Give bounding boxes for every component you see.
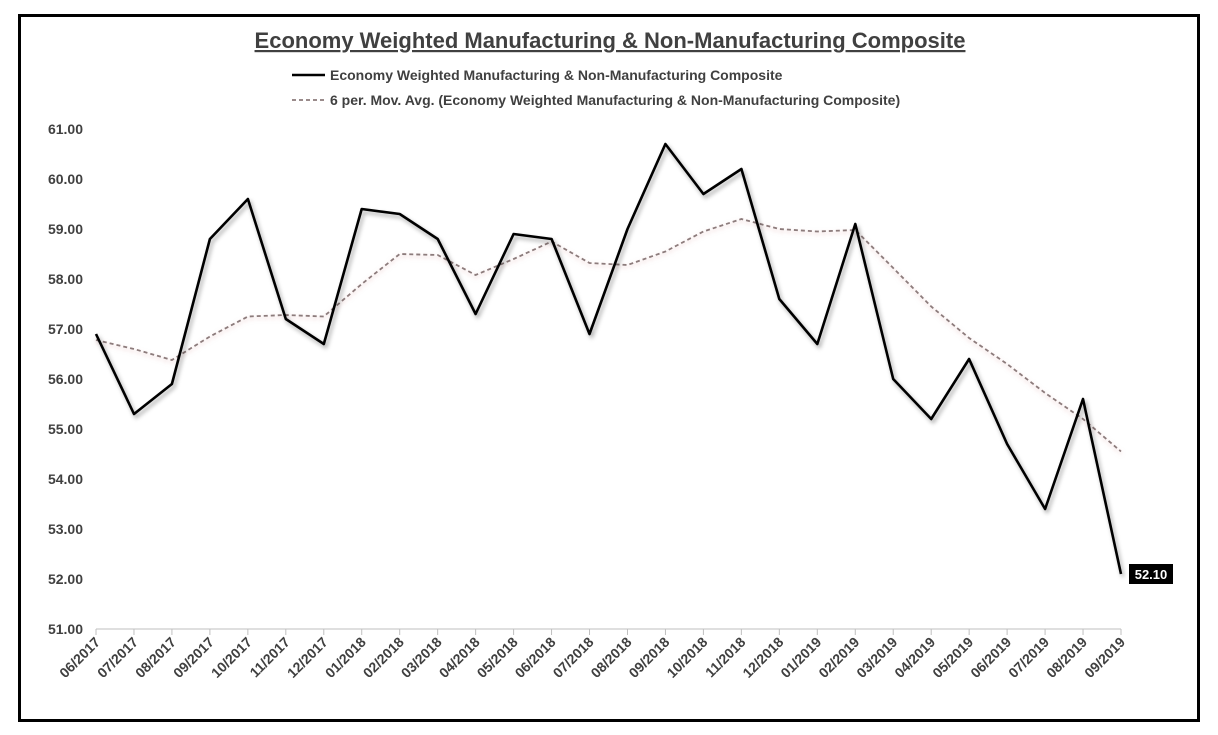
x-tick-label: 07/2017 [94, 634, 141, 681]
data-label-box [1129, 564, 1173, 584]
y-tick-label: 61.00 [48, 121, 83, 137]
x-tick-label: 02/2018 [360, 634, 407, 681]
x-tick-label: 06/2017 [56, 634, 103, 681]
x-tick-label: 02/2019 [815, 634, 862, 681]
y-tick-label: 57.00 [48, 321, 83, 337]
y-tick-label: 52.00 [48, 571, 83, 587]
x-tick-label: 03/2019 [853, 634, 900, 681]
chart-frame [18, 14, 1200, 722]
y-tick-label: 55.00 [48, 421, 83, 437]
x-tick-label: 07/2019 [1005, 634, 1052, 681]
data-label-layer: 52.10 [1129, 564, 1173, 584]
x-tick-label: 08/2019 [1043, 634, 1090, 681]
x-tick-label: 04/2019 [891, 634, 938, 681]
x-tick-label: 09/2017 [170, 634, 217, 681]
x-tick-label: 03/2018 [398, 634, 445, 681]
y-tick-label: 53.00 [48, 521, 83, 537]
x-tick-label: 01/2019 [777, 634, 824, 681]
x-tick-label: 11/2017 [246, 634, 293, 681]
chart-title: Economy Weighted Manufacturing & Non-Man… [255, 28, 966, 53]
y-tick-label: 56.00 [48, 371, 83, 387]
x-tick-label: 07/2018 [550, 634, 597, 681]
x-tick-label: 08/2018 [588, 634, 635, 681]
x-tick-label: 09/2019 [1081, 634, 1128, 681]
legend: Economy Weighted Manufacturing & Non-Man… [292, 67, 900, 108]
y-tick-label: 59.00 [48, 221, 83, 237]
y-tick-label: 54.00 [48, 471, 83, 487]
x-tick-label: 06/2019 [967, 634, 1014, 681]
x-tick-label: 10/2018 [663, 634, 710, 681]
x-axis: 06/201707/201708/201709/201710/201711/20… [56, 628, 1128, 681]
x-tick-label: 11/2018 [702, 634, 749, 681]
series-line-moving-average [95, 218, 1122, 453]
x-tick-label: 05/2019 [929, 634, 976, 681]
x-tick-label: 06/2018 [512, 634, 559, 681]
x-tick-label: 12/2017 [284, 634, 331, 681]
legend-label-moving-average: 6 per. Mov. Avg. (Economy Weighted Manuf… [330, 92, 900, 108]
y-axis: 51.00 52.00 53.00 54.00 55.00 56.00 57.00 58.00… [48, 121, 83, 637]
y-tick-label: 51.00 [48, 621, 83, 637]
series-line-composite [94, 142, 1123, 575]
x-tick-label: 09/2018 [625, 634, 672, 681]
x-tick-label: 04/2018 [436, 634, 483, 681]
x-tick-label: 08/2017 [132, 634, 179, 681]
data-label-last-value: 52.10 [1135, 567, 1168, 582]
series-layer [94, 142, 1123, 575]
y-tick-label: 60.00 [48, 171, 83, 187]
x-tick-label: 01/2018 [322, 634, 369, 681]
legend-label-composite: Economy Weighted Manufacturing & Non-Man… [330, 67, 783, 83]
x-tick-label: 05/2018 [474, 634, 521, 681]
x-tick-label: 10/2017 [208, 634, 255, 681]
y-tick-label: 58.00 [48, 271, 83, 287]
x-tick-label: 12/2018 [739, 634, 786, 681]
